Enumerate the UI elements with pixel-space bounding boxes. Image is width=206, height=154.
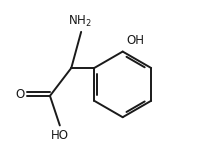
Text: HO: HO [51,129,69,142]
Text: O: O [15,88,25,101]
Text: OH: OH [126,34,144,47]
Text: NH$_2$: NH$_2$ [68,14,91,29]
